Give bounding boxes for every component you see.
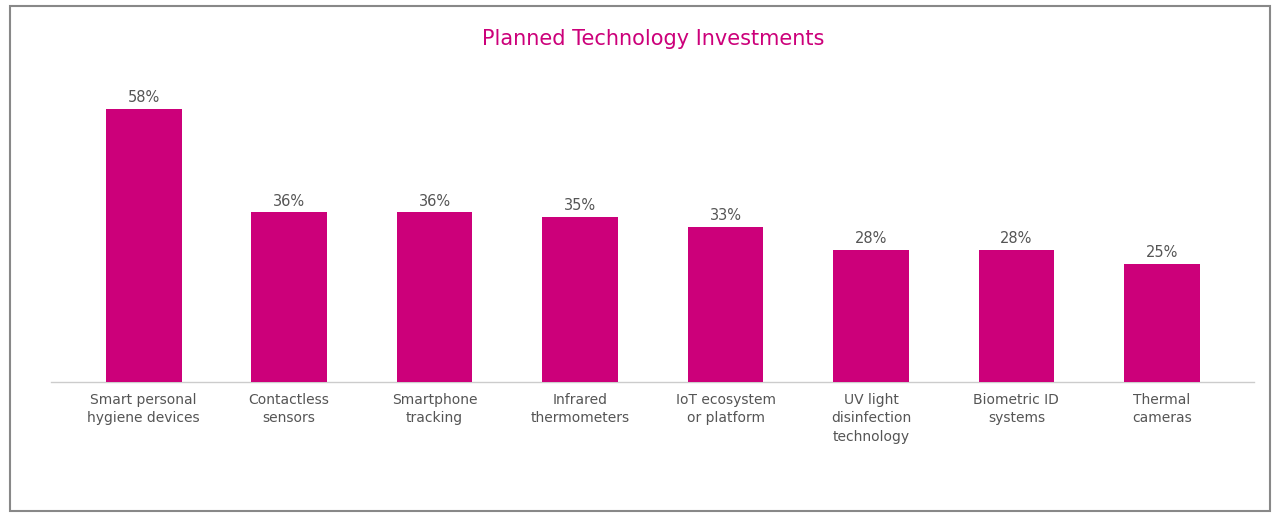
Bar (979, 250, 1055, 382)
Bar (251, 213, 326, 382)
Text: 25%: 25% (1146, 246, 1178, 261)
Bar (833, 250, 909, 382)
Text: 35%: 35% (564, 199, 596, 214)
Bar (687, 227, 763, 382)
Bar (543, 217, 618, 382)
Bar (1124, 264, 1199, 382)
Bar (397, 213, 472, 382)
Text: 36%: 36% (419, 194, 451, 208)
Bar (106, 109, 182, 382)
Text: 36%: 36% (273, 194, 305, 208)
Text: 58%: 58% (128, 90, 160, 105)
Text: 28%: 28% (855, 231, 887, 246)
Text: 33%: 33% (709, 208, 741, 223)
Text: 28%: 28% (1000, 231, 1033, 246)
Title: Planned Technology Investments: Planned Technology Investments (481, 29, 824, 49)
